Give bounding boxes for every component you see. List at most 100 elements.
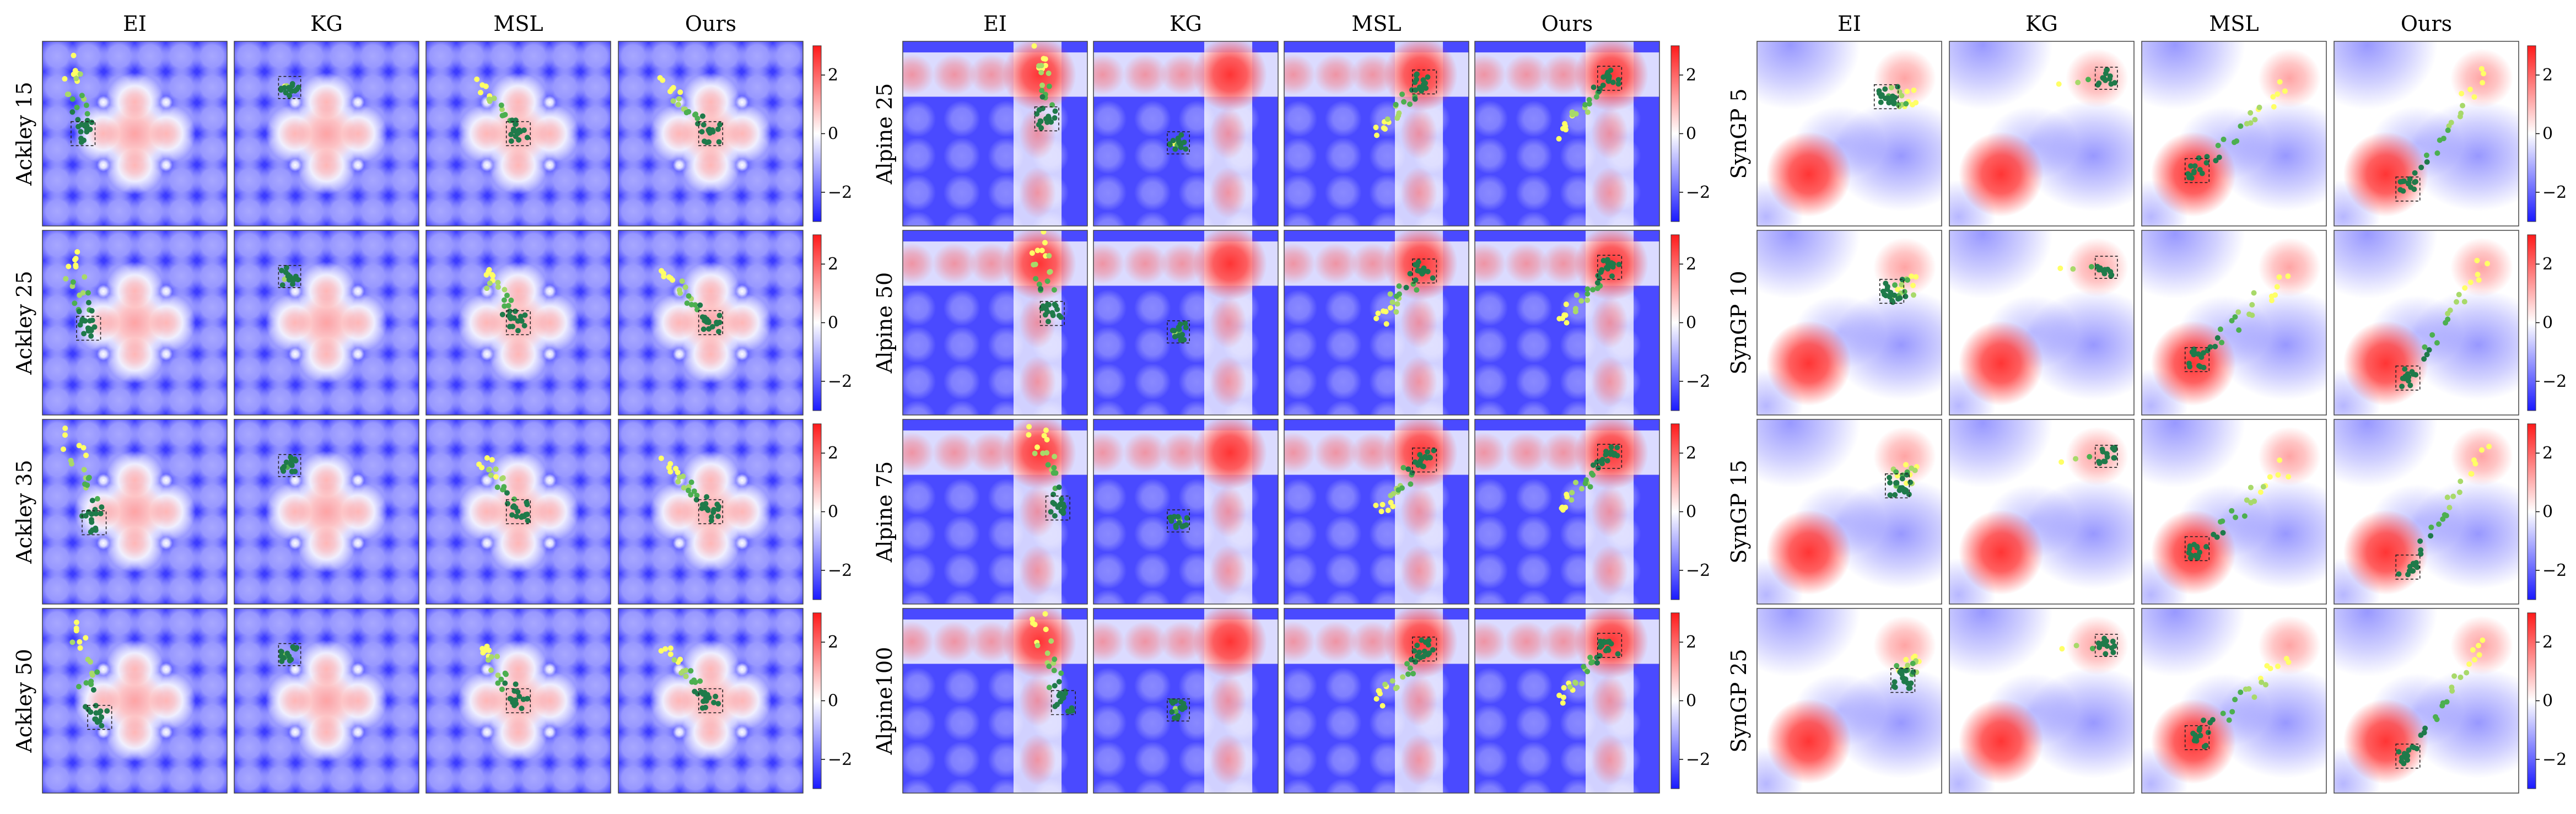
panel-alpine-r1-c0: [902, 230, 1088, 416]
panel-ackley-r3-c0: [42, 608, 228, 794]
panel-alpine-r0-c3-sample-point: [1586, 101, 1592, 107]
panel-alpine-r1-c0-sample-point: [1058, 314, 1064, 320]
colorbar: 2 0 −2: [2527, 234, 2567, 411]
panel-alpine-r1-c3-sample-point: [1572, 305, 1578, 311]
panel-syngp-r2-c3-sample-point: [2418, 551, 2424, 557]
panel-ackley-r2-c2-sample-point: [493, 466, 499, 472]
panel-ackley-r3-c2-sample-point: [513, 700, 519, 707]
panel-syngp-r0-c3-sample-point: [2460, 103, 2466, 109]
panel-syngp-r1-c0-sample-point: [1889, 298, 1895, 304]
panel-alpine-r3-c0-sample-point: [1054, 702, 1060, 708]
panel-alpine-r1-c2-sample-point: [1388, 305, 1394, 311]
panel-ackley-r2-c2-sample-point: [499, 476, 505, 482]
panel-alpine-r0-c2-sample-point: [1420, 82, 1426, 88]
panel-alpine-r3-c2-sample-point: [1400, 674, 1406, 680]
panel-syngp-r3-c3-sample-point: [2439, 703, 2445, 709]
panel-alpine-r2-c0-sample-point: [1056, 484, 1062, 490]
panel-ackley-r3-c3-sample-point: [683, 667, 689, 673]
panel-ackley-r3-c0-sample-point: [83, 635, 89, 641]
panel-syngp-r3-c3-sample-point: [2405, 757, 2411, 763]
colorbar-bar: [2527, 45, 2536, 222]
panel-ackley-r2-c3-sample-point: [673, 466, 679, 472]
panel-alpine-r2-c2-samples: [1373, 448, 1437, 515]
panel-syngp-r0-c3-sample-point: [2481, 71, 2487, 77]
panel-alpine-r2-c0-sample-point: [1045, 462, 1051, 468]
panel-alpine-r3-c1-sample-point: [1168, 698, 1174, 704]
panel-syngp-r0-c2-sample-point: [2248, 120, 2254, 126]
panel-ackley-r2-c3-sample-point: [715, 513, 721, 519]
panel-syngp-r0-c3-sample-point: [2397, 179, 2403, 185]
panel-ackley-r0-c3-sample-point: [676, 96, 682, 102]
panel-syngp-r1-c1-sample-point: [2108, 273, 2114, 279]
panel-syngp-r1-c0-sample-point: [1901, 289, 1907, 295]
panel-syngp-r0-c2-samples: [2185, 79, 2288, 181]
panel-syngp-r2-c1-sample-point: [2058, 459, 2065, 465]
panel-alpine-r1-c0-sample-point: [1036, 281, 1042, 287]
panel-ackley-r1-c3-sample-point: [700, 326, 707, 332]
panel-ackley-r1-c3-sample-point: [676, 287, 682, 293]
colorbar-tick-label: 2: [2542, 66, 2553, 85]
panel-alpine-r3-c1: [1093, 608, 1279, 794]
row-label: Ackley 35: [12, 460, 36, 564]
panel-alpine-r2-c2-sample-point: [1424, 449, 1430, 455]
panel-alpine-r0-c0-sample-point: [1038, 118, 1044, 125]
panel-syngp-r0-c1-frame: [1949, 41, 2135, 227]
panel-ackley-r0-c2-sample-point: [513, 121, 519, 127]
panel-syngp-r0-c3-sample-point: [2446, 123, 2452, 129]
panel-syngp-r1-c0-sample-point: [1895, 287, 1901, 293]
panel-ackley-r1-c0-sample-point: [85, 300, 91, 306]
panel-ackley-r2-c2-sample-point: [524, 511, 530, 517]
panel-alpine-r3-c0: [902, 608, 1088, 794]
panel-alpine-r2-c2-sample-point: [1408, 481, 1414, 487]
panel-alpine-r1-c3-sample-point: [1562, 312, 1569, 318]
panel-syngp-r2-c0-sample-point: [1892, 492, 1898, 498]
panel-alpine-r2-c0-sample-point: [1026, 432, 1032, 438]
panel-alpine-r1-c0-frame: [902, 230, 1088, 416]
panel-ackley-r0-c3-sample-point: [675, 101, 681, 107]
panel-syngp-r3-c2-sample-point: [2246, 686, 2252, 692]
panel-alpine-r2-c0-sample-point: [1060, 510, 1066, 516]
panel-syngp-r0-c2-sample-point: [2270, 94, 2276, 100]
panel-alpine-r0-c3-sample-point: [1615, 77, 1621, 83]
panel-ackley-r1-c2-sample-point: [508, 297, 514, 303]
panel-syngp-r2-c2-sample-point: [2220, 530, 2226, 536]
panel-syngp-r0-c2: [2141, 41, 2327, 227]
panel-alpine-r0-c2-frame: [1284, 41, 1469, 227]
panel-ackley-r1-c2-sample-point: [501, 297, 507, 303]
panel-alpine-r2-c0-sample-point: [1034, 444, 1041, 450]
panel-ackley-r3-c2-sample-point: [516, 693, 522, 699]
column-title: KG: [310, 12, 343, 36]
column-title: EI: [1837, 12, 1861, 36]
panel-syngp-r3-c2-sample-point: [2226, 717, 2232, 723]
panel-ackley-r2-c2-sample-point: [486, 467, 492, 473]
panel-ackley-r3-c0-sample-point: [93, 703, 99, 709]
panel-syngp-r2-c2-sample-point: [2194, 543, 2200, 549]
panel-syngp-r2-c2-sample-point: [2241, 513, 2248, 519]
panel-ackley-r3-c0-sample-point: [94, 669, 100, 675]
panel-ackley-r3-c3: [618, 608, 804, 794]
panel-alpine-r0-c3-sample-point: [1573, 111, 1579, 117]
panel-syngp-r1-c3-sample-point: [2407, 382, 2413, 389]
panel-ackley-r3-c3-sample-point: [667, 651, 673, 657]
panel-ackley-r1-c3-sample-point: [716, 328, 722, 335]
panel-alpine-r0-c3-sample-point: [1600, 74, 1607, 80]
panel-alpine-r1-c3-frame: [1474, 230, 1660, 416]
panel-syngp-r2-c3-sample-point: [2417, 538, 2423, 544]
panel-alpine-r0-c0-sample-point: [1052, 115, 1058, 121]
panel-alpine-r2-c3-sample-point: [1608, 444, 1614, 450]
panel-alpine-r1-c1-sample-point: [1181, 337, 1187, 343]
panel-ackley-r1-c3-sample-point: [684, 300, 690, 306]
colorbar-tick-label: −2: [2542, 183, 2567, 202]
panel-alpine-r2-c1-sample-point: [1175, 514, 1181, 520]
colorbar-tick-label: 0: [1686, 503, 1696, 522]
panel-ackley-r3-c0-sample-point: [98, 708, 104, 714]
panel-ackley-r2-c0-sample-point: [89, 498, 95, 504]
panel-ackley-r0-c1-samples: [278, 81, 301, 99]
panel-syngp-r0-c3-best-box: [2395, 176, 2421, 202]
panel-syngp-r0-c0-sample-point: [1896, 89, 1903, 95]
panel-alpine-r1-c3-sample-point: [1616, 261, 1622, 267]
panel-ackley-r3-c0-sample-point: [90, 687, 96, 693]
colorbar: 2 0 −2: [812, 423, 852, 600]
panel-alpine-r3-c3-sample-point: [1561, 684, 1567, 691]
panel-alpine-r0-c3-sample-point: [1591, 84, 1597, 90]
